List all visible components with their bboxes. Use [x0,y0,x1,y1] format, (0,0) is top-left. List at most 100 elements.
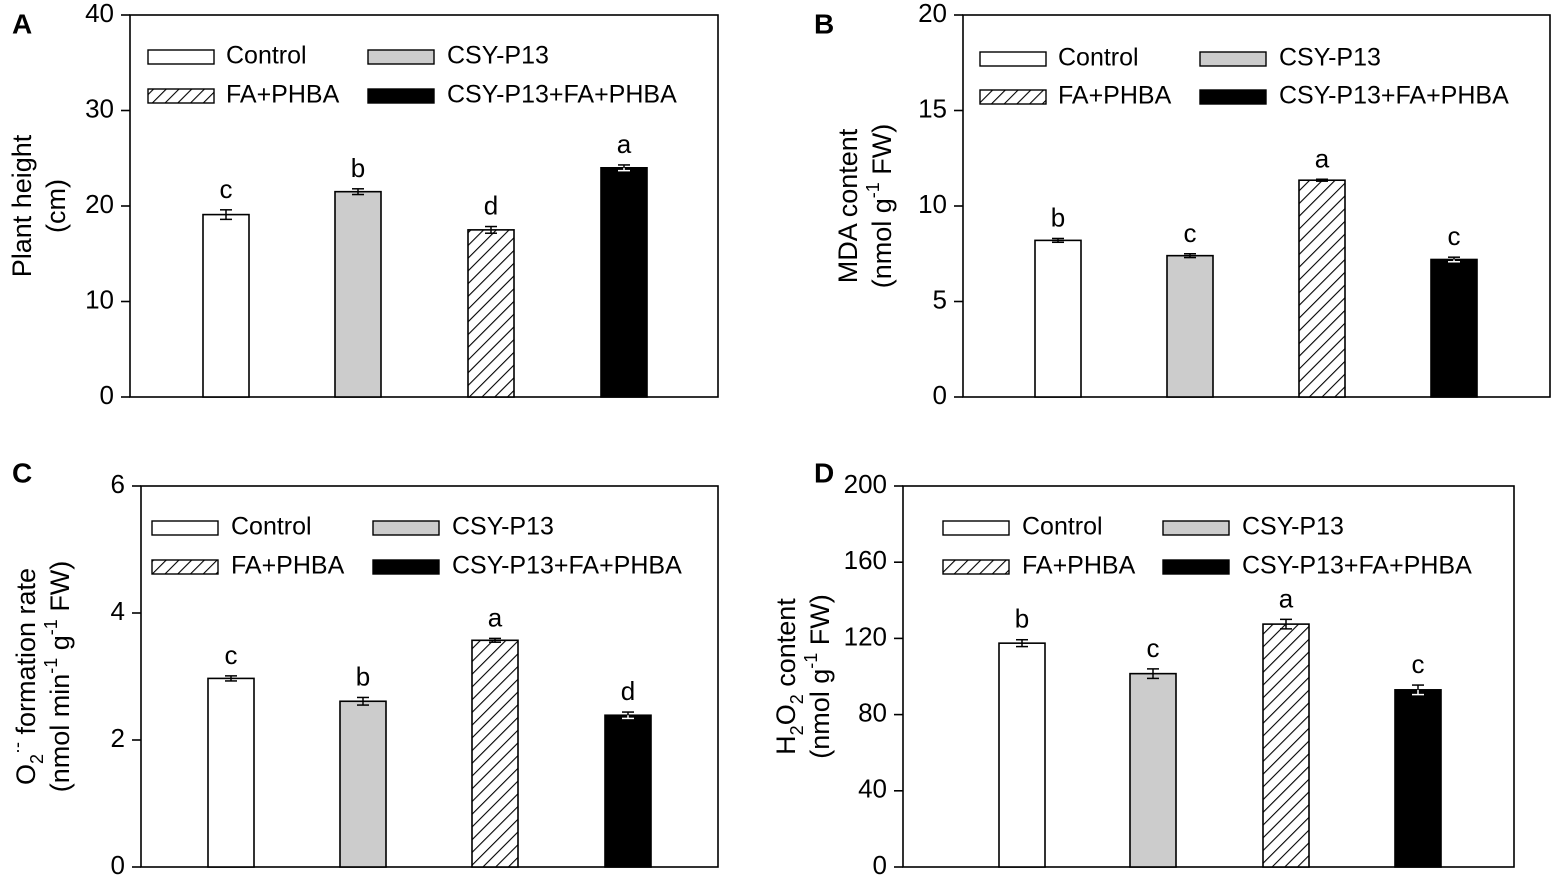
y-tick-label: 10 [918,189,947,219]
significance-letter: c [1184,218,1197,248]
significance-letter: a [488,602,503,632]
bar-combo [1394,689,1442,868]
y-tick-label: 160 [844,545,887,575]
significance-letter: d [621,676,635,706]
bar-csy [334,190,382,398]
y-tick-label: 0 [933,380,947,410]
significance-letter: a [617,129,632,159]
legend-swatch-control [979,51,1047,67]
legend-swatch-csy [1199,51,1267,67]
significance-letter: a [1315,143,1330,173]
legend-label-csy: CSY-P13 [1279,44,1381,72]
plot-frame [140,485,719,868]
bar-csy [1166,254,1214,398]
bar-combo [1430,258,1478,398]
legend-label-fa: FA+PHBA [1058,82,1172,110]
bar-fa [1262,623,1310,868]
y-tick-label: 10 [85,284,114,314]
bar-control [998,642,1046,868]
legend-swatch-fa [979,89,1047,105]
legend-swatch-csy [372,520,440,536]
legend-label-control: Control [1058,44,1139,72]
significance-letter: c [225,640,238,670]
significance-letter: b [1051,202,1065,232]
y-tick-label: 30 [85,93,114,123]
panel-letter: D [814,457,834,488]
legend-swatch-control [942,520,1010,536]
legend-label-csy: CSY-P13 [447,42,549,70]
y-axis-title: Plant height [7,134,37,277]
y-tick-label: 6 [111,469,125,499]
legend-label-fa: FA+PHBA [231,552,345,580]
significance-letter: c [1448,221,1461,251]
legend-label-csy: CSY-P13 [452,513,554,541]
bar-combo [600,167,648,398]
significance-letter: d [484,191,498,221]
bar-control [202,213,250,398]
y-tick-label: 0 [111,850,125,880]
legend-swatch-fa [151,559,219,575]
legend-swatch-fa [942,559,1010,575]
bar-csy [1129,672,1177,868]
legend-label-control: Control [226,42,307,70]
bar-csy [339,700,387,868]
y-axis-title: O2·- formation rate [7,568,47,785]
significance-letter: b [351,153,365,183]
legend-swatch-combo [1199,89,1267,105]
bar-control [207,677,255,868]
y-tick-label: 200 [844,469,887,499]
legend-label-combo: CSY-P13+FA+PHBA [1279,82,1509,110]
legend-swatch-csy [1162,520,1230,536]
significance-letter: c [1147,633,1160,663]
y-tick-label: 80 [858,697,887,727]
panel-b: B 0 5 10 15 20 MDA content (nmol g-1 FW) b c a c Con… [814,0,1551,410]
legend-label-combo: CSY-P13+FA+PHBA [452,552,682,580]
y-tick-label: 40 [85,0,114,28]
legend-swatch-control [147,49,215,65]
significance-letter: b [356,661,370,691]
legend-swatch-fa [147,88,215,104]
legend-swatch-combo [1162,559,1230,575]
legend-label-combo: CSY-P13+FA+PHBA [447,81,677,109]
y-tick-label: 40 [858,774,887,804]
panel-a: A 0 10 20 30 40 Plant height (cm) c b d a Control CSY… [7,0,719,410]
bar-fa [1298,179,1346,398]
y-tick-label: 0 [100,380,114,410]
bar-fa [467,229,515,398]
y-tick-label: 20 [918,0,947,28]
panel-c: C 0 2 4 6 O2·- formation rate(nmol min-1 g-1 … [7,457,719,880]
legend-label-control: Control [231,513,312,541]
panel-d: D 0 40 80 120 160 200 H2O2 content(nmol g-1 FW)… [771,457,1515,880]
legend-swatch-combo [372,559,440,575]
y-axis-units: (cm) [41,179,71,233]
y-tick-label: 20 [85,189,114,219]
y-axis-title: MDA content [833,128,863,283]
significance-letter: a [1279,583,1294,613]
significance-letter: c [1412,649,1425,679]
bar-fa [471,639,519,868]
y-tick-label: 15 [918,93,947,123]
legend-swatch-csy [367,49,435,65]
panel-letter: A [12,8,32,39]
significance-letter: c [220,174,233,204]
legend-label-combo: CSY-P13+FA+PHBA [1242,552,1472,580]
legend-label-csy: CSY-P13 [1242,513,1344,541]
y-axis-units: (nmol g-1 FW) [801,594,835,759]
bar-combo [604,714,652,868]
plot-frame [902,485,1515,868]
y-tick-label: 4 [111,596,125,626]
legend-swatch-combo [367,88,435,104]
y-tick-label: 0 [873,850,887,880]
y-axis-units: (nmol g-1 FW) [863,124,897,289]
significance-letter: b [1015,604,1029,634]
y-axis-units: (nmol min-1 g-1 FW) [41,561,75,793]
y-tick-label: 5 [933,284,947,314]
y-tick-label: 2 [111,723,125,753]
y-axis-title: H2O2 content [771,598,807,755]
legend-swatch-control [151,520,219,536]
legend-label-fa: FA+PHBA [1022,552,1136,580]
bar-control [1034,239,1082,398]
panel-letter: B [814,8,834,39]
panel-letter: C [12,457,32,488]
